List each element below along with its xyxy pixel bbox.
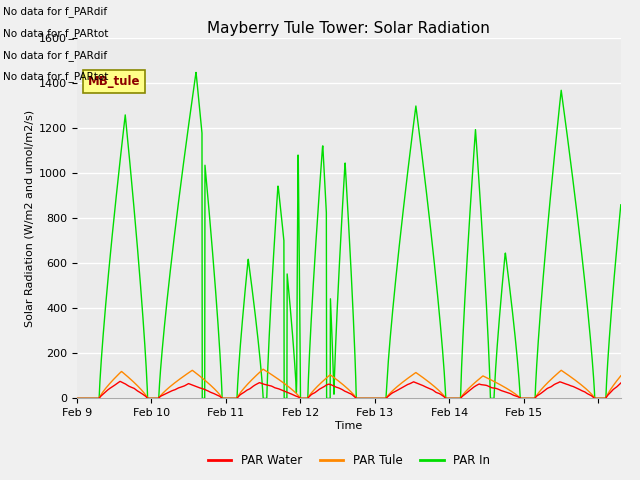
PAR In [192,70,200,75]
X-axis label: Time: Time [335,421,362,431]
PAR Tule [323,374,331,380]
Text: No data for f_PARtot: No data for f_PARtot [3,71,109,82]
Line: PAR In: PAR In [77,72,621,398]
PAR Water [617,380,625,386]
Text: No data for f_PARdif: No data for f_PARdif [3,49,108,60]
PAR Water [100,390,108,396]
PAR In [502,250,509,256]
Legend: PAR Water, PAR Tule, PAR In: PAR Water, PAR Tule, PAR In [203,449,495,472]
PAR In [323,396,331,401]
PAR Tule [338,381,346,386]
PAR Water [116,378,124,384]
PAR In [617,202,625,208]
Line: PAR Water: PAR Water [77,381,621,398]
PAR In [602,396,609,401]
Title: Mayberry Tule Tower: Solar Radiation: Mayberry Tule Tower: Solar Radiation [207,21,490,36]
PAR Tule [100,387,108,393]
PAR Tule [73,396,81,401]
PAR Tule [601,396,609,401]
PAR Water [502,389,509,395]
PAR Tule [617,373,625,379]
PAR Water [601,396,609,401]
Line: PAR Tule: PAR Tule [77,369,621,398]
Text: No data for f_PARdif: No data for f_PARdif [3,6,108,17]
PAR Water [73,396,81,401]
PAR In [73,396,81,401]
PAR Tule [502,385,509,391]
PAR Tule [259,366,267,372]
PAR Water [338,386,346,392]
Text: No data for f_PARtot: No data for f_PARtot [3,28,109,39]
PAR Water [602,396,609,401]
PAR In [601,396,609,401]
PAR Water [323,382,331,387]
Text: MB_tule: MB_tule [88,75,140,88]
Y-axis label: Solar Radiation (W/m2 and umol/m2/s): Solar Radiation (W/m2 and umol/m2/s) [25,110,35,327]
PAR Tule [602,396,609,401]
PAR In [338,220,346,226]
PAR In [100,315,108,321]
